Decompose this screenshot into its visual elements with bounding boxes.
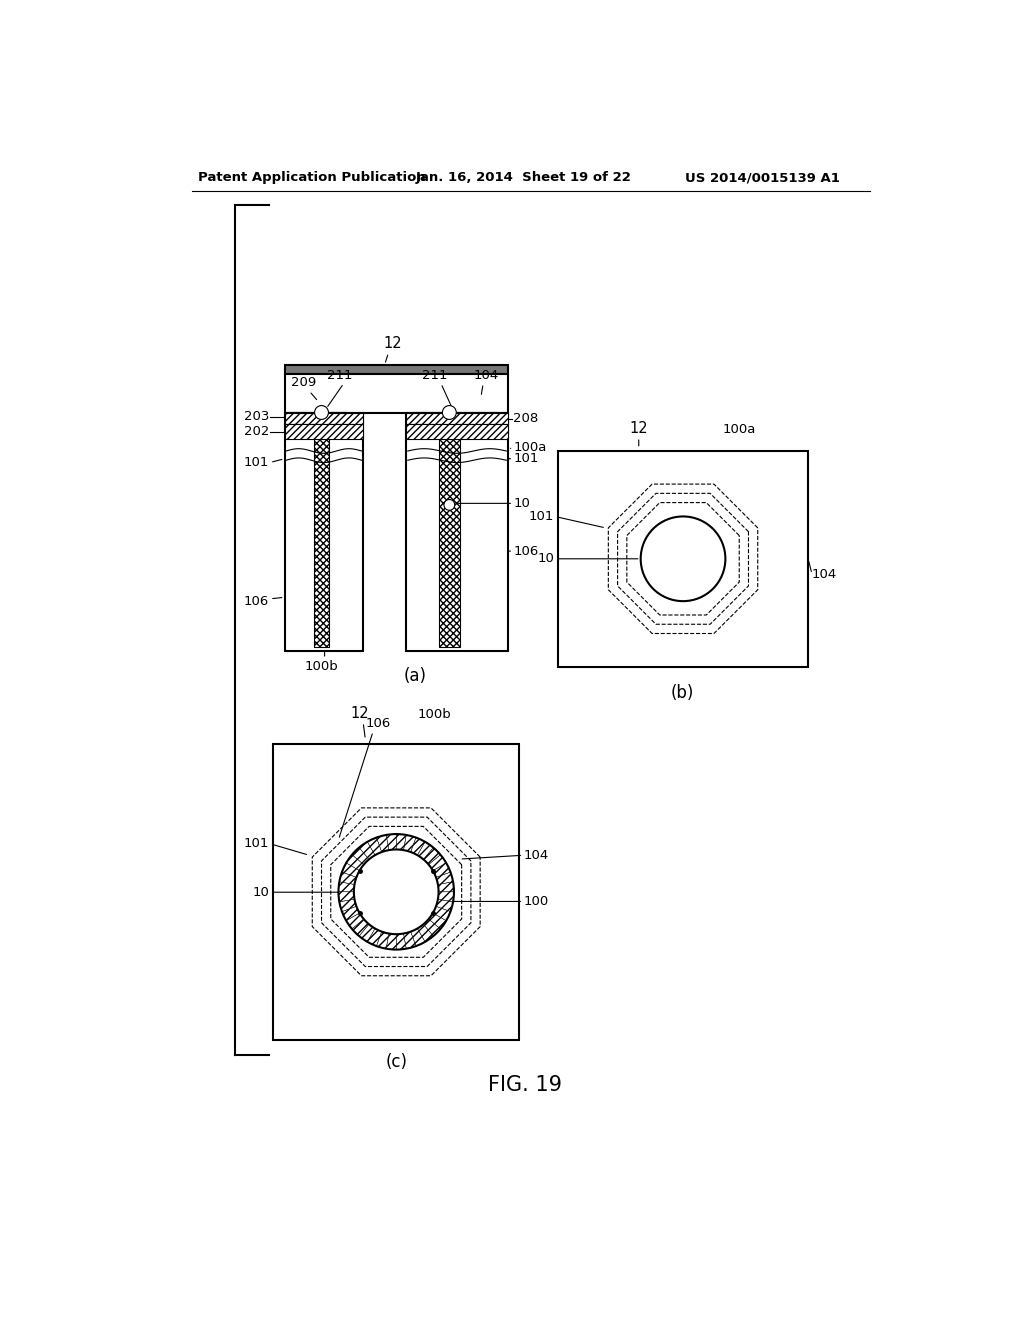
Text: Jan. 16, 2014  Sheet 19 of 22: Jan. 16, 2014 Sheet 19 of 22 [416,172,632,185]
Bar [285,364,508,374]
Text: 101: 101 [528,510,554,523]
Text: 100b: 100b [418,708,452,721]
Bar [438,413,460,647]
Bar [558,451,808,667]
Text: FIG. 19: FIG. 19 [487,1074,562,1094]
Text: 12: 12 [383,335,401,351]
Text: 211: 211 [328,368,352,381]
Text: 106: 106 [244,594,269,607]
Bar [407,413,508,651]
Bar [407,413,508,424]
Bar [285,424,364,438]
Text: 12: 12 [630,421,648,436]
Text: 101: 101 [244,837,269,850]
Bar [285,413,364,424]
Text: 101: 101 [244,455,269,469]
Text: 203: 203 [244,409,269,422]
Circle shape [339,834,454,949]
Circle shape [314,405,329,420]
Text: 104: 104 [473,368,499,381]
Text: (a): (a) [403,667,427,685]
Text: Patent Application Publication: Patent Application Publication [199,172,426,185]
Bar [407,424,508,438]
Text: 100a: 100a [722,422,756,436]
Bar [313,413,330,647]
Text: 10: 10 [252,886,269,899]
Circle shape [641,516,725,601]
Text: 104: 104 [812,568,838,581]
Bar [285,413,364,651]
Circle shape [442,405,457,420]
Text: (c): (c) [385,1053,408,1071]
Circle shape [444,499,455,511]
Bar [412,413,497,558]
Text: 202: 202 [244,425,269,438]
Text: 211: 211 [422,368,447,381]
Text: 209: 209 [291,376,316,389]
Text: 10: 10 [538,552,554,565]
Text: 106: 106 [513,545,539,557]
Text: 104: 104 [523,849,549,862]
Text: 101: 101 [513,453,539,465]
Text: 10: 10 [513,496,530,510]
Text: US 2014/0015139 A1: US 2014/0015139 A1 [685,172,840,185]
Text: 100: 100 [523,895,549,908]
Bar [285,374,508,412]
Text: 106: 106 [366,717,391,730]
Text: 100a: 100a [513,441,547,454]
Bar [289,413,346,558]
Circle shape [354,850,438,935]
Text: (b): (b) [671,684,694,701]
Text: 100b: 100b [305,660,338,673]
Bar [273,743,519,1040]
Text: 12: 12 [350,705,370,721]
Text: 208: 208 [513,412,539,425]
